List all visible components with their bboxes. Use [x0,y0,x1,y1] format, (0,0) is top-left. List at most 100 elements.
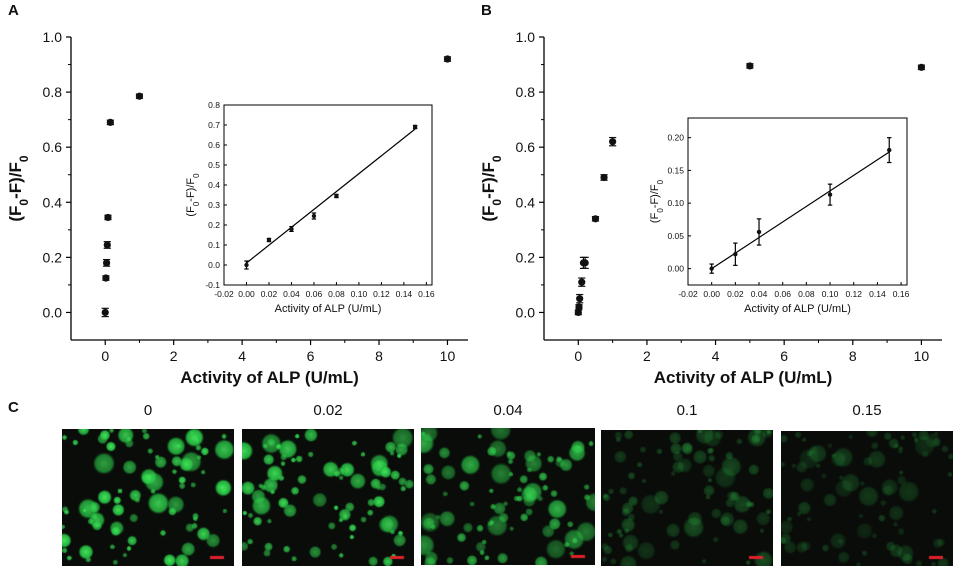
data-point [756,229,762,235]
data-marker [102,258,111,267]
panel-label-c: C [8,399,19,416]
y-tick-label: 0.6 [516,139,536,155]
data-point [576,295,584,303]
inset-data-marker [756,218,762,246]
data-point [578,278,586,286]
data-point [135,92,144,100]
data-point [266,237,272,243]
micrograph-image [62,429,234,566]
y-tick-label: 0.0 [516,304,536,320]
inset-data-marker [412,124,418,130]
droplet-field [421,428,595,565]
data-point [101,308,109,317]
data-point [244,262,249,268]
data-marker [609,136,617,147]
inset-x-tick-label: 0.12 [845,289,862,299]
droplet-field [601,430,773,566]
inset-x-tick-label: 0.16 [893,289,910,299]
data-marker [917,63,926,71]
main-axes: 0 2 4 6 8 10 0.0 0.2 0.4 0.6 0.8 1.0 [516,29,942,364]
data-point [917,63,926,71]
inset-frame [687,117,908,286]
data-point [746,62,754,70]
inset-x-tick-label: -0.02 [678,289,698,299]
data-marker [443,55,452,63]
micrograph-image [242,429,414,566]
y-tick-label: 0.2 [516,249,536,265]
y-tick-label: 0.0 [43,304,63,320]
x-tick-label: 2 [643,348,651,364]
y-tick-label: 1.0 [43,29,63,45]
droplet-field [781,431,953,566]
inset-chart: -0.02 0.00 0.02 0.04 0.06 0.08 0.10 0.12 0.14 0.1… [205,100,435,299]
data-marker [600,173,608,182]
x-tick-label: 4 [238,348,246,364]
inset-x-tick-label: 0.08 [328,289,345,299]
x-tick-label: 4 [712,348,720,364]
data-point [334,193,339,199]
data-point [103,241,111,249]
inset-x-tick-label: 0.02 [727,289,744,299]
inset-data-marker [733,242,738,266]
inset-y-tick-label: 0.6 [208,140,220,150]
series [101,55,452,318]
data-point [600,173,608,182]
inset-x-title: Activity of ALP (U/mL) [744,303,851,315]
inset-x-tick-label: 0.16 [418,289,435,299]
data-point [102,274,110,282]
inset-x-tick-label: 0.14 [396,289,413,299]
inset-y-tick-label: 0.4 [208,180,220,190]
inset-y-tick-label: 0.00 [667,264,684,274]
data-marker [106,118,114,126]
inset-data-marker [244,260,249,270]
micrograph-image [421,428,595,565]
inset-x-tick-label: 0.06 [774,289,791,299]
inset-x-tick-label: 0.04 [751,289,768,299]
y-tick-label: 0.4 [43,194,63,210]
data-point [412,124,418,130]
y-tick-label: 0.6 [43,139,63,155]
data-point [609,138,617,146]
inset-fit-line [246,128,416,264]
data-point [311,213,317,219]
inset-data-marker [334,193,339,199]
inset-frame [223,104,433,286]
inset-data-marker [266,237,272,243]
data-point [104,213,112,222]
inset-fit-line [711,151,890,270]
micrograph-image [601,430,773,566]
data-point [106,118,114,126]
x-tick-label: 0 [101,348,109,364]
inset-y-tick-label: 0.20 [667,133,684,143]
inset-x-tick-label: 0.06 [306,289,323,299]
x-tick-label: 0 [574,348,582,364]
inset-data-marker [289,226,294,232]
main-axes: 0 2 4 6 8 10 0.0 0.2 0.4 0.6 0.8 1.0 [43,29,468,364]
x-tick-label: 10 [440,348,456,364]
micrograph-label: 0 [143,402,153,419]
series [574,62,926,317]
x-tick-label: 6 [780,348,788,364]
chart-a: 0 2 4 6 8 10 0.0 0.2 0.4 0.6 0.8 1.0 Activity of ALP… [6,29,468,387]
y-tick-label: 0.2 [43,249,63,265]
data-marker [575,303,583,311]
inset-data-marker [709,263,714,274]
inset-x-tick-label: 0.00 [703,289,720,299]
data-point [709,266,714,271]
data-point [575,303,583,311]
inset-x-title: Activity of ALP (U/mL) [275,303,382,315]
inset-y-tick-label: 0.05 [667,231,684,241]
data-point [827,192,833,197]
data-marker [581,256,589,269]
panel-label-b: B [481,2,492,19]
micrograph-label: 0.02 [313,402,343,419]
inset-y-tick-label: 0.0 [208,260,220,270]
inset-data-marker [311,212,317,220]
inset-y-tick-label: -0.1 [205,280,220,290]
inset-x-tick-label: 0.10 [822,289,839,299]
y-tick-label: 0.8 [516,84,536,100]
data-marker [576,293,584,304]
x-tick-label: 6 [307,348,315,364]
inset-y-title: (F0-F)/F0 [649,179,665,223]
inset-x-tick-label: 0.02 [261,289,278,299]
